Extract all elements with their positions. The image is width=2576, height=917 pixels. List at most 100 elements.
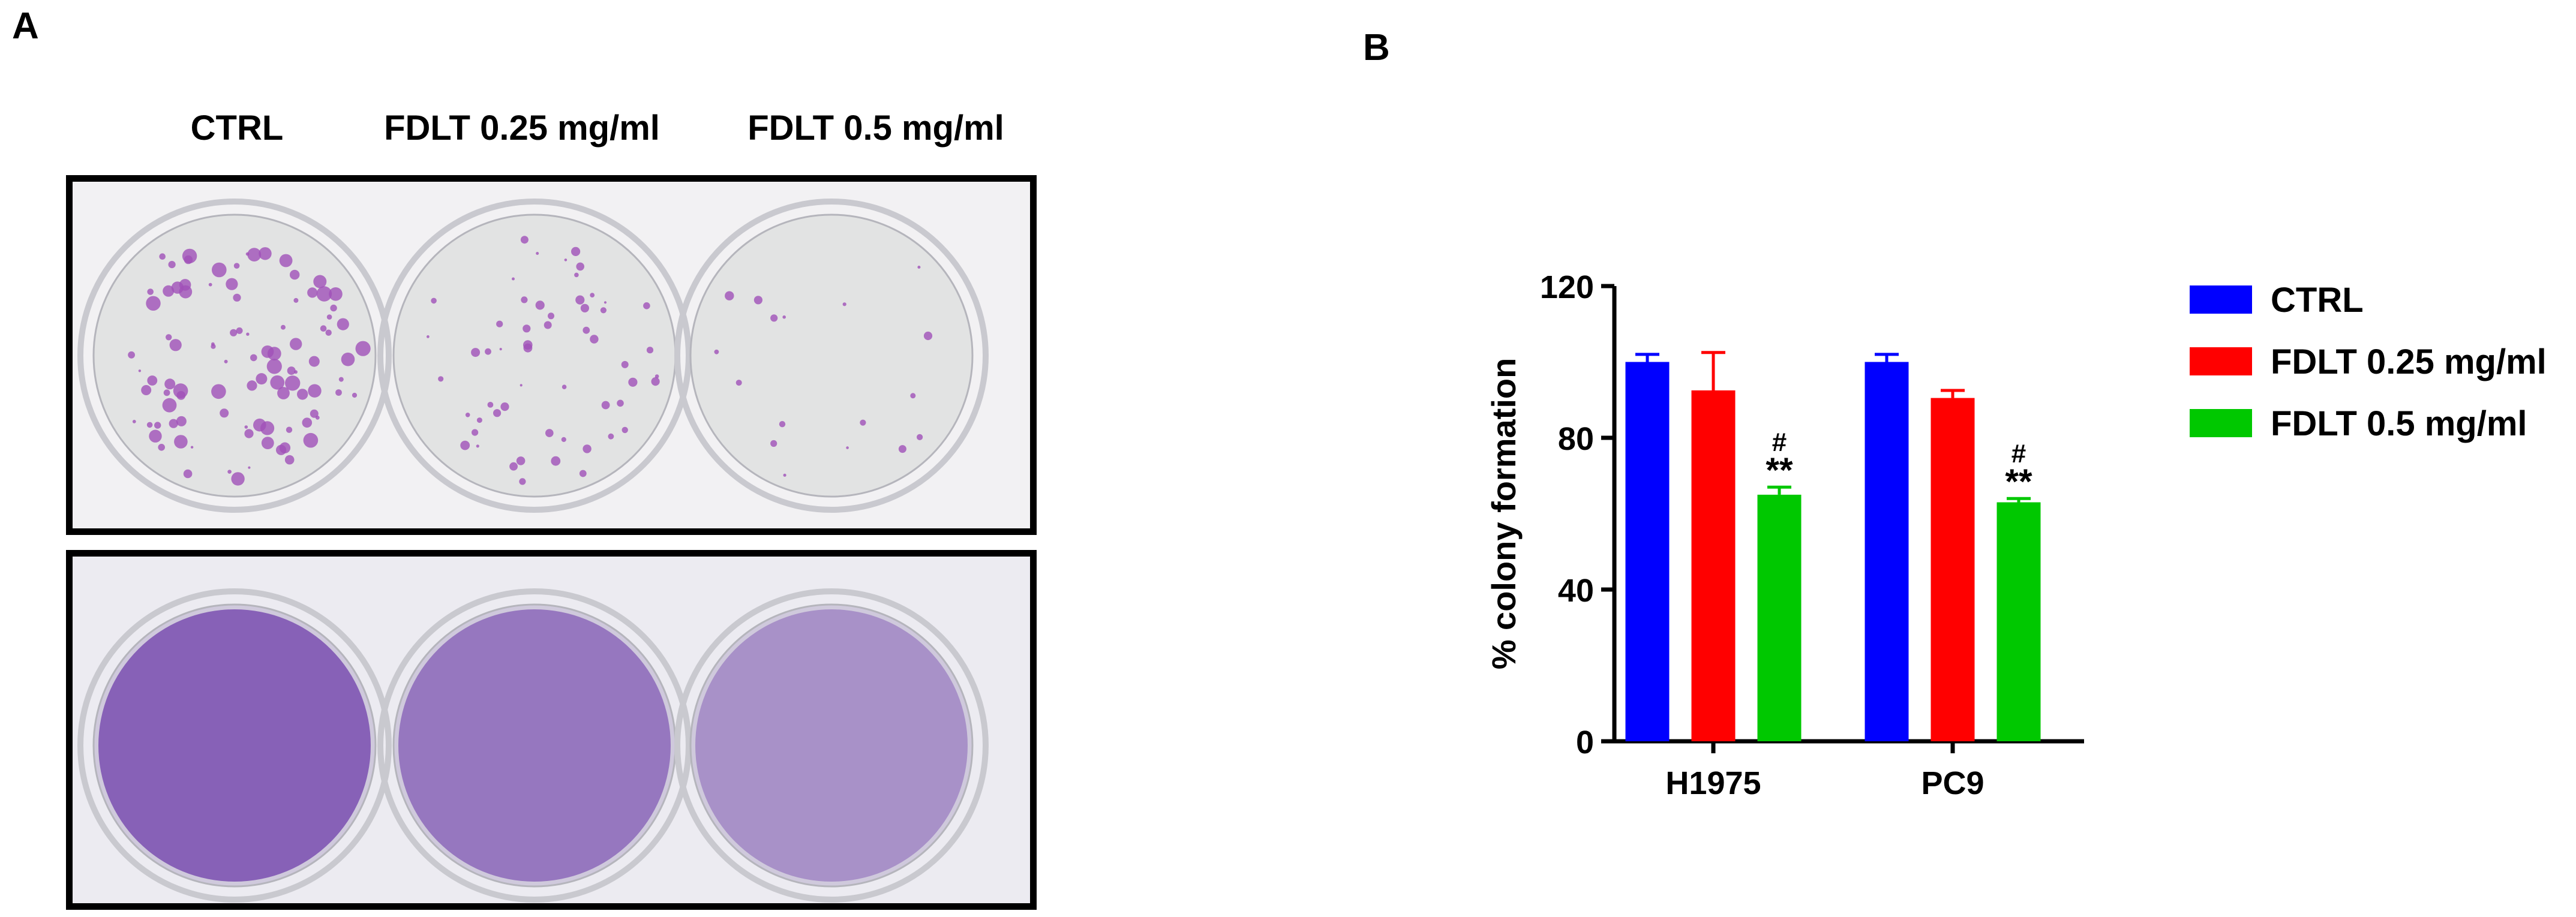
stained-colony	[164, 378, 176, 390]
stained-colony	[476, 417, 482, 423]
stained-colony	[846, 446, 849, 449]
stained-colony	[284, 455, 295, 465]
bar	[1931, 398, 1975, 741]
y-tick-label: 120	[1540, 269, 1594, 305]
stained-colony	[230, 329, 238, 336]
stained-colony	[281, 324, 286, 330]
stained-colony	[621, 360, 629, 368]
stained-colony	[231, 472, 245, 486]
stained-colony	[174, 435, 188, 449]
stained-colony	[316, 286, 332, 302]
stained-colony	[147, 288, 154, 295]
dense-stain-plate-image	[73, 557, 1030, 903]
stained-colony	[128, 351, 135, 359]
stained-colony	[499, 348, 502, 351]
stained-colony	[176, 391, 186, 400]
stained-colony	[250, 354, 257, 362]
stained-colony	[166, 334, 172, 341]
stained-colony	[290, 269, 300, 280]
stained-colony	[162, 398, 177, 413]
stained-colony	[308, 384, 322, 398]
stained-colony	[654, 374, 659, 378]
stained-colony	[277, 387, 290, 399]
stained-colony	[735, 380, 742, 386]
stained-colony	[236, 327, 243, 334]
legend-swatch	[2190, 285, 2252, 314]
stained-colony	[233, 293, 241, 302]
stained-colony	[487, 402, 494, 408]
stained-colony	[917, 434, 923, 440]
stained-colony	[561, 437, 566, 442]
stained-colony	[154, 422, 161, 429]
stained-colony	[279, 442, 291, 453]
stained-colony	[226, 278, 238, 290]
panel-a-letter: A	[12, 5, 39, 47]
stained-colony	[303, 432, 319, 448]
stained-colony	[472, 429, 479, 436]
well	[92, 214, 377, 498]
stained-colony	[536, 252, 539, 255]
stained-colony	[575, 295, 585, 305]
stained-colony	[576, 262, 584, 271]
stained-colony	[562, 384, 567, 389]
stained-colony	[227, 470, 232, 474]
stained-colony	[523, 340, 533, 350]
stained-colony	[860, 419, 866, 426]
y-axis-title: % colony formation	[1485, 358, 1523, 670]
stained-colony	[233, 263, 240, 269]
stained-colony	[224, 359, 228, 363]
well-rim	[377, 588, 692, 903]
y-tick-label: 0	[1576, 724, 1594, 760]
stained-colony	[279, 254, 293, 267]
stained-colony	[211, 384, 226, 399]
stained-colony	[779, 421, 786, 428]
stained-colony	[315, 416, 320, 420]
stained-colony	[438, 376, 444, 382]
well	[392, 214, 677, 498]
stained-colony	[427, 335, 430, 338]
stained-colony	[341, 352, 355, 366]
stained-colony	[431, 297, 437, 304]
stained-colony	[260, 421, 275, 435]
stained-colony	[183, 469, 193, 479]
stained-colony	[169, 339, 182, 351]
stained-colony	[190, 446, 194, 449]
stained-colony	[460, 440, 470, 450]
stained-colony	[580, 303, 590, 312]
stained-colony	[622, 426, 628, 434]
stained-colony	[583, 444, 592, 453]
stained-colony	[496, 320, 503, 327]
bar	[1865, 362, 1909, 741]
stained-colony	[208, 282, 212, 287]
sparse-colony-plate-image	[73, 182, 1030, 528]
stained-colony	[307, 287, 318, 298]
column-label-fdlt-05: FDLT 0.5 mg/ml	[747, 109, 1004, 148]
stained-colony	[643, 302, 650, 309]
legend-swatch	[2190, 409, 2252, 437]
stained-colony	[604, 301, 607, 304]
bar	[1625, 362, 1670, 741]
stained-colony	[608, 433, 614, 440]
stained-colony	[246, 332, 250, 336]
stained-colony	[338, 377, 344, 382]
colony-plate-photo-bottom	[66, 550, 1037, 910]
stained-colony	[842, 302, 846, 306]
stained-colony	[519, 478, 526, 485]
stained-colony	[259, 247, 272, 260]
stained-colony	[516, 456, 526, 465]
stained-colony	[355, 341, 371, 356]
stained-colony	[184, 255, 193, 264]
well-rim	[674, 199, 989, 513]
crystal-violet-stain	[98, 609, 371, 882]
stained-colony	[646, 347, 654, 354]
stained-colony	[337, 318, 349, 330]
stained-colony	[297, 389, 308, 400]
stained-colony	[147, 375, 158, 386]
stained-colony	[320, 325, 327, 332]
stained-colony	[551, 456, 561, 466]
panel-b-letter: B	[1363, 27, 1390, 68]
stained-colony	[520, 384, 523, 387]
stained-colony	[310, 409, 319, 418]
stained-colony	[261, 345, 274, 358]
